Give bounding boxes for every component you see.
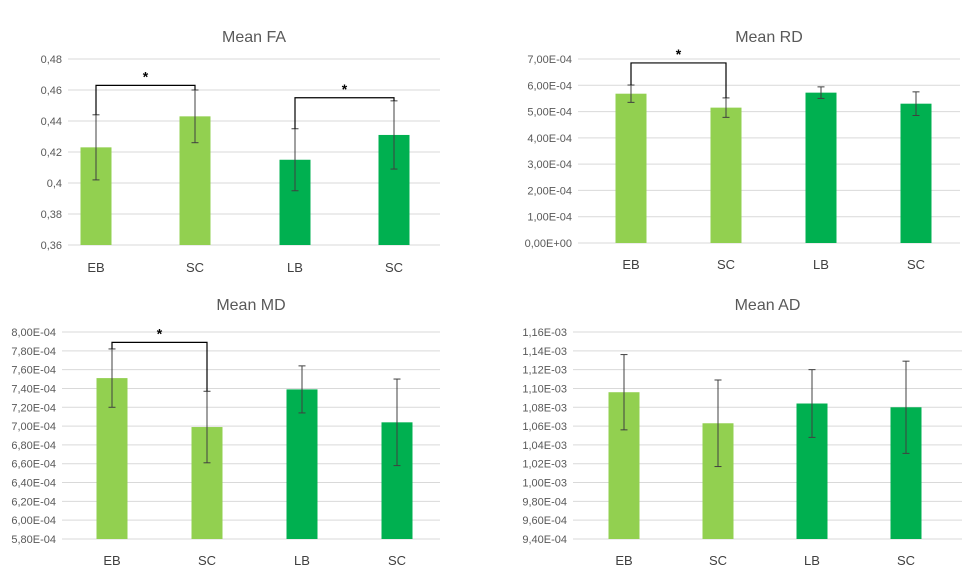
significance-star: *: [342, 81, 348, 97]
chart-title: Mean MD: [216, 297, 285, 314]
y-tick-label: 0,38: [41, 209, 62, 221]
bar: [286, 389, 318, 539]
significance-bracket: [95, 84, 196, 115]
category-label: LB: [294, 553, 310, 568]
y-tick-label: 1,04E-03: [522, 440, 567, 452]
bar: [615, 93, 647, 243]
significance-star: *: [676, 46, 682, 62]
chart-mean-ad: Mean AD 9,40E-04 9,60E-04 9,80E-04 1,00E-03 1…: [522, 297, 962, 568]
category-label: LB: [287, 260, 303, 275]
chart-mean-md: Mean MD 5,80E-04 6,00E-04 6,20E-04 6,40E-04 6…: [11, 297, 440, 568]
y-tick-label: 1,10E-03: [522, 383, 567, 395]
y-tick-label: 1,02E-03: [522, 459, 567, 471]
category-label: SC: [897, 553, 915, 568]
y-tick-label: 5,00E-04: [527, 107, 572, 119]
category-label: SC: [907, 257, 925, 272]
y-tick-label: 1,14E-03: [522, 346, 567, 358]
category-label: LB: [804, 553, 820, 568]
y-tick-label: 7,00E-04: [527, 54, 572, 66]
category-label: EB: [615, 553, 632, 568]
bar: [710, 107, 742, 243]
category-label: LB: [813, 257, 829, 272]
chart-title: Mean RD: [735, 29, 803, 46]
y-tick-label: 7,00E-04: [11, 421, 56, 433]
y-tick-label: 1,06E-03: [522, 421, 567, 433]
y-tick-label: 9,80E-04: [522, 496, 567, 508]
y-tick-label: 6,40E-04: [11, 478, 56, 490]
y-tick-label: 5,80E-04: [11, 534, 56, 546]
significance-star: *: [157, 325, 163, 341]
significance-star: *: [143, 68, 149, 84]
y-tick-label: 0,46: [41, 85, 62, 97]
significance-bracket: [111, 341, 208, 392]
y-tick-label: 6,20E-04: [11, 496, 56, 508]
y-tick-label: 9,60E-04: [522, 515, 567, 527]
y-tick-label: 1,00E-03: [522, 478, 567, 490]
y-tick-label: 1,08E-03: [522, 402, 567, 414]
y-tick-label: 0,48: [41, 54, 62, 66]
y-tick-label: 1,12E-03: [522, 365, 567, 377]
y-tick-label: 8,00E-04: [11, 327, 56, 339]
category-label: SC: [198, 553, 216, 568]
y-tick-label: 9,40E-04: [522, 534, 567, 546]
chart-title: Mean AD: [735, 297, 801, 314]
y-tick-label: 1,16E-03: [522, 327, 567, 339]
significance-bracket: [630, 62, 727, 98]
bar: [805, 92, 837, 243]
category-label: EB: [103, 553, 120, 568]
chart-mean-fa: Mean FA 0,36 0,38 0,4 0,42 0,44 0,46 0,48 EB SC LB…: [41, 29, 440, 275]
y-tick-label: 6,00E-04: [11, 515, 56, 527]
y-tick-label: 1,00E-04: [527, 212, 572, 224]
category-label: EB: [622, 257, 639, 272]
y-tick-label: 6,60E-04: [11, 459, 56, 471]
category-label: SC: [186, 260, 204, 275]
y-tick-label: 0,00E+00: [525, 238, 572, 250]
y-tick-label: 6,00E-04: [527, 80, 572, 92]
y-tick-label: 0,36: [41, 240, 62, 252]
y-tick-label: 0,4: [47, 178, 62, 190]
y-tick-label: 7,40E-04: [11, 383, 56, 395]
y-tick-label: 0,42: [41, 147, 62, 159]
y-tick-label: 6,80E-04: [11, 440, 56, 452]
y-tick-label: 2,00E-04: [527, 185, 572, 197]
chart-title: Mean FA: [222, 29, 286, 46]
y-tick-label: 0,44: [41, 116, 62, 128]
category-label: SC: [385, 260, 403, 275]
category-label: SC: [709, 553, 727, 568]
y-tick-label: 7,60E-04: [11, 365, 56, 377]
significance-bracket: [294, 97, 395, 129]
y-tick-label: 7,80E-04: [11, 346, 56, 358]
chart-mean-rd: Mean RD 0,00E+00 1,00E-04 2,00E-04 3,00E-04 4…: [525, 29, 960, 272]
bar: [900, 103, 932, 243]
y-tick-label: 7,20E-04: [11, 402, 56, 414]
category-label: SC: [717, 257, 735, 272]
category-label: EB: [87, 260, 104, 275]
y-tick-label: 4,00E-04: [527, 133, 572, 145]
y-tick-label: 3,00E-04: [527, 159, 572, 171]
category-label: SC: [388, 553, 406, 568]
